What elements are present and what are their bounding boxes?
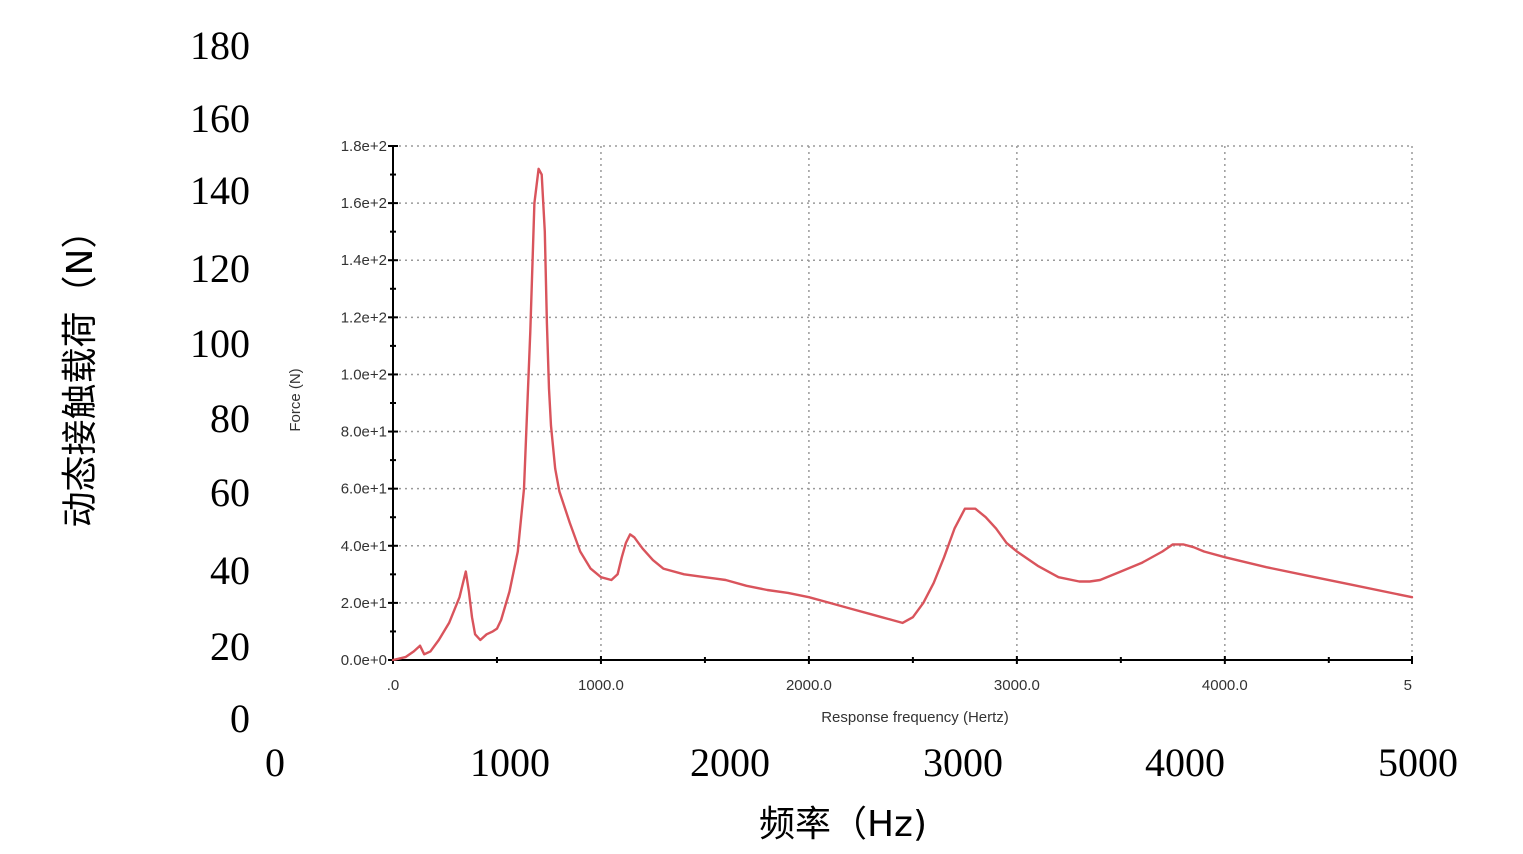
inner-axes [388,145,1413,664]
inner-y-tick-label: 1.4e+2 [341,252,387,269]
inner-gridlines [393,145,1413,660]
inner-y-tick-label: 6.0e+1 [341,481,387,498]
outer-y-tick-labels: 0 20 40 60 80 100 120 140 160 180 [190,23,250,741]
outer-y-tick-label: 60 [210,470,250,515]
inner-x-tick-label: 4000.0 [1202,677,1248,694]
series-layer [391,167,1414,662]
outer-y-tick-label: 100 [190,321,250,366]
outer-y-tick-label: 140 [190,168,250,213]
inner-y-tick-label: 1.0e+2 [341,366,387,383]
outer-x-tick-label: 1000 [470,740,550,785]
inner-y-tick-label: 4.0e+1 [341,538,387,555]
inner-x-tick-label: 5 [1404,677,1412,694]
inner-y-tick-label: 1.2e+2 [341,309,387,326]
outer-y-axis-label: 动态接触载荷（N） [60,213,101,528]
inner-x-tick-label: 1000.0 [578,677,624,694]
inner-y-tick-label: 1.8e+2 [341,138,387,155]
outer-x-tick-label: 3000 [923,740,1003,785]
outer-x-axis-label: 频率（Hz) [759,804,927,845]
force-response-line [391,167,1414,662]
inner-y-tick-label: 0.0e+0 [341,652,387,669]
inner-x-tick-label: 2000.0 [786,677,832,694]
inner-x-axis-label: Response frequency (Hertz) [821,709,1009,726]
outer-y-tick-label: 20 [210,624,250,669]
outer-y-tick-label: 120 [190,246,250,291]
outer-x-tick-label: 5000 [1378,740,1458,785]
inner-x-tick-label: 3000.0 [994,677,1040,694]
inner-y-tick-label: 8.0e+1 [341,424,387,441]
inner-y-axis-label: Force (N) [287,368,304,431]
inner-x-tick-label: .0 [387,677,400,694]
outer-y-tick-label: 80 [210,396,250,441]
outer-x-tick-label: 4000 [1145,740,1225,785]
outer-y-tick-label: 160 [190,96,250,141]
outer-x-tick-label: 2000 [690,740,770,785]
outer-x-tick-labels: 0 1000 2000 3000 4000 5000 [265,740,1458,785]
inner-x-tick-labels: .0 1000.0 2000.0 3000.0 4000.0 5 [387,677,1412,694]
inner-y-tick-label: 2.0e+1 [341,595,387,612]
outer-x-tick-label: 0 [265,740,285,785]
inner-y-tick-labels: 0.0e+0 2.0e+1 4.0e+1 6.0e+1 8.0e+1 1.0e+2 1.2e… [341,138,387,669]
outer-y-tick-label: 40 [210,548,250,593]
inner-y-tick-label: 1.6e+2 [341,195,387,212]
outer-y-tick-label: 180 [190,23,250,68]
outer-y-tick-label: 0 [230,696,250,741]
